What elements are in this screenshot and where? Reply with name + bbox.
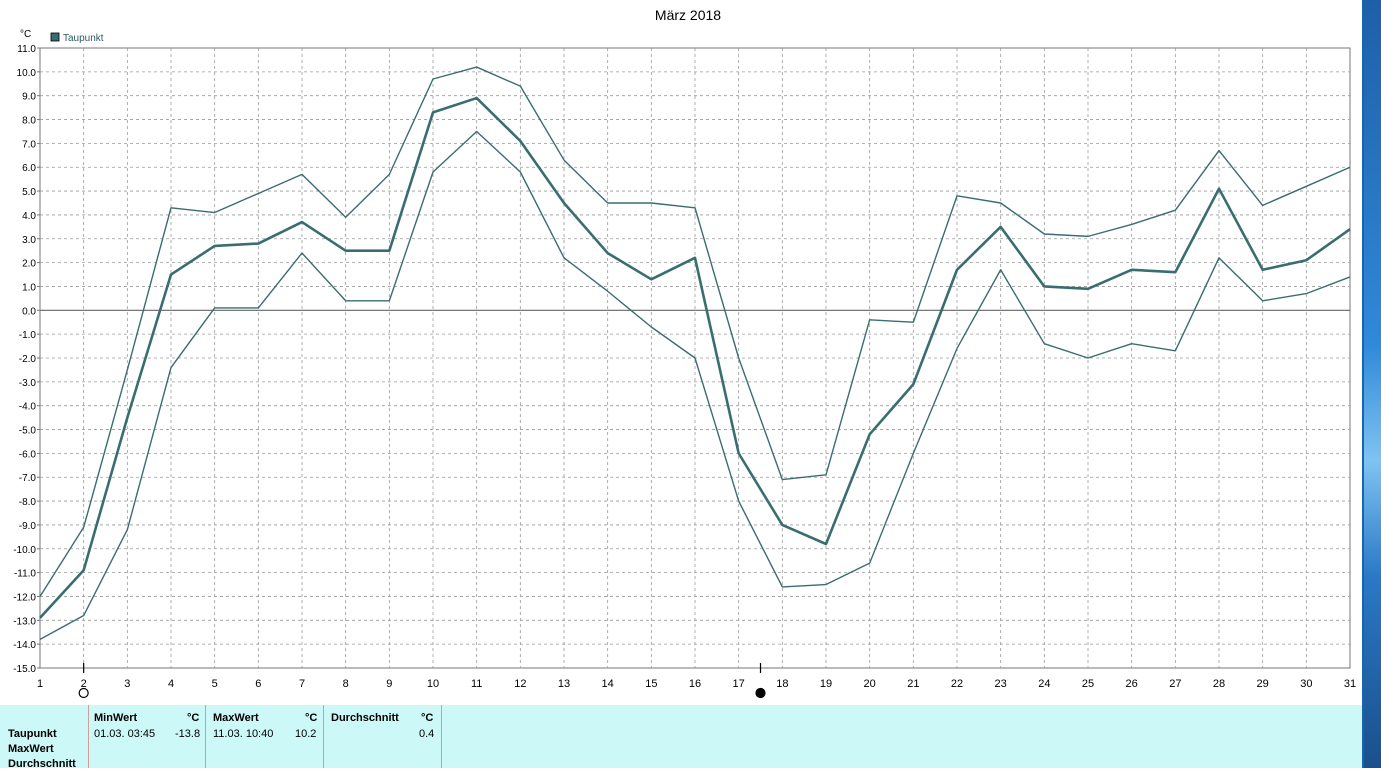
dewpoint-chart: März 2018 °C Taupunkt 11.010.09.08.07.06…	[13, 7, 1356, 699]
x-tick-label: 19	[820, 678, 832, 690]
avg-value: 0.4	[419, 728, 435, 740]
y-tick-label: -7.0	[19, 473, 37, 484]
statistics-panel: Taupunkt MaxWert Durchschnitt MinWert °C…	[0, 705, 1362, 770]
y-tick-label: -8.0	[19, 497, 37, 508]
series-line-min	[39, 130, 1351, 640]
x-tick-label: 2	[81, 678, 87, 690]
min-when: 01.03. 03:45	[94, 728, 156, 740]
x-tick-label: 1	[37, 678, 43, 690]
x-tick-label: 8	[343, 678, 349, 690]
max-value: 10.2	[295, 728, 317, 740]
x-tick-label: 18	[776, 678, 788, 690]
x-tick-label: 10	[427, 678, 439, 690]
y-tick-label: -14.0	[13, 640, 36, 651]
x-tick-label: 3	[124, 678, 130, 690]
x-tick-label: 9	[386, 678, 392, 690]
series-line-max	[39, 66, 1351, 597]
x-tick-label: 11	[471, 678, 482, 690]
y-tick-label: -2.0	[19, 354, 37, 365]
x-tick-label: 22	[951, 678, 963, 690]
y-tick-label: -11.0	[14, 569, 36, 580]
x-tick-label: 29	[1257, 678, 1269, 690]
row-label-maxwert: MaxWert	[8, 743, 54, 755]
y-tick-label: -10.0	[13, 545, 36, 556]
y-tick-label: 2.0	[22, 259, 36, 270]
y-tick-label: 8.0	[22, 116, 36, 127]
y-tick-label: 5.0	[22, 187, 36, 198]
x-tick-label: 25	[1082, 678, 1094, 690]
x-tick-label: 28	[1213, 678, 1225, 690]
x-tick-label: 17	[733, 678, 745, 690]
avg-cell: Durchschnitt °C 0.4	[323, 705, 441, 768]
y-tick-label: -3.0	[19, 378, 37, 389]
x-tick-label: 24	[1038, 678, 1050, 690]
x-tick-label: 13	[558, 678, 570, 690]
desktop-edge	[1362, 0, 1381, 768]
y-tick-label: -15.0	[13, 664, 36, 675]
x-tick-label: 26	[1126, 678, 1138, 690]
x-tick-label: 7	[299, 678, 305, 690]
x-tick-label: 23	[995, 678, 1007, 690]
x-tick-label: 21	[907, 678, 919, 690]
chart-title: März 2018	[655, 7, 721, 23]
y-tick-label: 7.0	[22, 139, 36, 150]
x-tick-label: 27	[1169, 678, 1181, 690]
avg-header: Durchschnitt	[331, 712, 399, 724]
legend-label: Taupunkt	[63, 33, 104, 44]
y-tick-label: 6.0	[22, 163, 36, 174]
x-tick-label: 31	[1344, 678, 1356, 690]
max-unit: °C	[305, 712, 318, 724]
y-tick-label: -12.0	[13, 592, 36, 603]
series-line-mean	[39, 96, 1351, 619]
y-tick-label: 0.0	[22, 306, 36, 317]
min-value: -13.8	[175, 728, 201, 740]
row-label-taupunkt: Taupunkt	[8, 728, 57, 740]
y-unit-label: °C	[20, 29, 31, 40]
x-tick-label: 14	[602, 678, 614, 690]
x-tick-label: 15	[645, 678, 657, 690]
x-tick-label: 6	[255, 678, 261, 690]
x-tick-label: 30	[1300, 678, 1312, 690]
min-unit: °C	[187, 712, 200, 724]
y-tick-label: 10.0	[17, 68, 37, 79]
x-tick-label: 16	[689, 678, 701, 690]
row-label-durchschnitt: Durchschnitt	[8, 758, 76, 770]
y-tick-label: 4.0	[22, 211, 36, 222]
y-tick-label: -9.0	[19, 521, 37, 532]
x-tick-label: 5	[212, 678, 218, 690]
max-cell: MaxWert °C 11.03. 10:40 10.2	[205, 705, 323, 768]
max-header: MaxWert	[213, 712, 259, 724]
y-tick-label: -1.0	[19, 330, 37, 341]
legend-swatch	[50, 32, 60, 42]
min-header: MinWert	[94, 712, 138, 724]
min-cell: MinWert °C 01.03. 03:45 -13.8	[88, 705, 205, 768]
x-tick-label: 4	[168, 678, 174, 690]
y-tick-label: -5.0	[19, 426, 37, 437]
y-tick-label: 9.0	[22, 92, 36, 103]
y-tick-label: 3.0	[22, 235, 36, 246]
avg-unit: °C	[421, 712, 434, 724]
full-moon-icon	[78, 687, 89, 699]
y-tick-label: -6.0	[19, 449, 37, 460]
y-tick-label: -4.0	[19, 402, 37, 413]
x-tick-label: 20	[864, 678, 876, 690]
panel-divider	[441, 705, 443, 768]
max-when: 11.03. 10:40	[213, 728, 274, 740]
y-tick-label: 11.0	[17, 44, 36, 55]
y-tick-label: -13.0	[13, 616, 36, 627]
x-tick-label: 12	[514, 678, 526, 690]
y-tick-label: 1.0	[22, 282, 36, 293]
new-moon-icon	[755, 687, 766, 699]
